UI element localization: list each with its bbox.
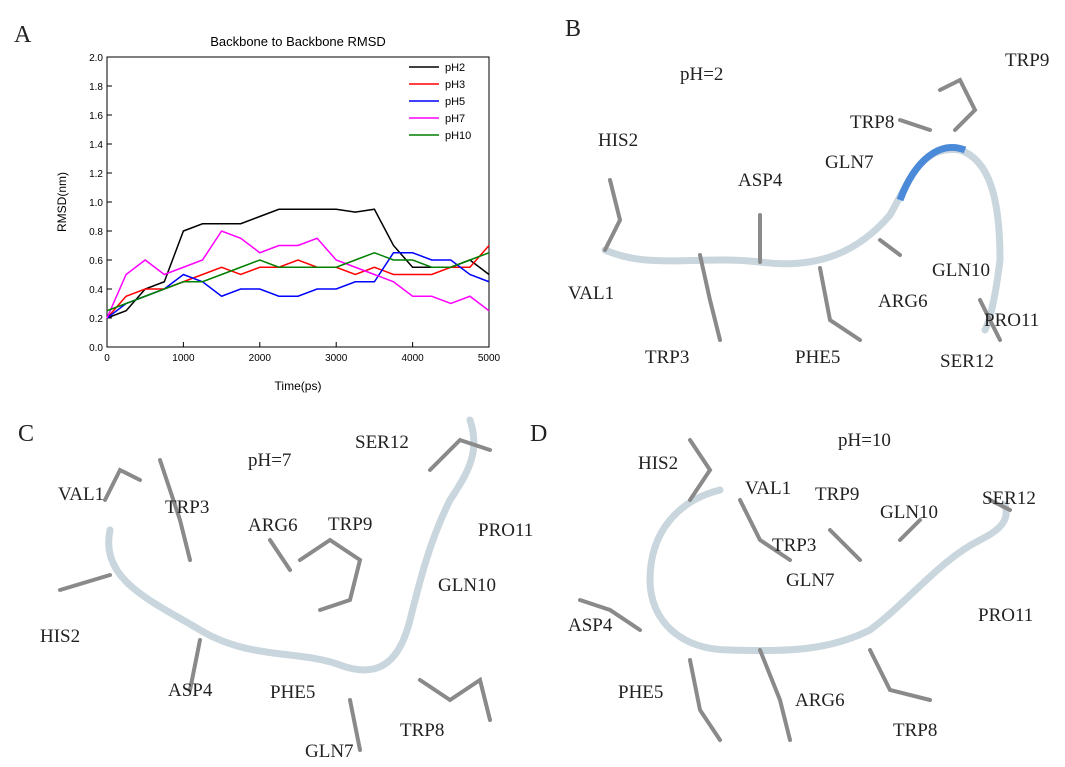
residue-label: HIS2 [40, 626, 80, 647]
residue-label: TRP8 [400, 720, 444, 741]
data-line [106, 252, 490, 319]
residue-label: GLN7 [786, 570, 835, 591]
y-tick-label: 0.4 [89, 285, 103, 296]
legend-label: pH10 [445, 130, 471, 142]
legend-label: pH3 [445, 79, 465, 91]
residue-label: VAL1 [58, 484, 104, 505]
y-tick-label: 2.0 [89, 53, 103, 64]
residue-label: TRP9 [1005, 50, 1049, 71]
residue-label: SER12 [982, 488, 1036, 509]
y-axis-label: RMSD(nm) [55, 172, 69, 232]
legend-label: pH7 [445, 113, 465, 125]
condition: pH=7 [248, 450, 291, 471]
residue-label: TRP8 [850, 112, 894, 133]
helix [896, 143, 967, 202]
panel-c: C pH=7 VAL1 TRP3 SER12 ARG6 TRP9 PRO11 G… [18, 416, 533, 762]
panel-label: C [18, 421, 34, 447]
residue-label: VAL1 [568, 283, 614, 304]
backbone-ribbon [601, 146, 1004, 334]
legend-label: pH2 [445, 62, 465, 74]
x-tick-label: 2000 [249, 353, 272, 364]
residue-label: ARG6 [248, 515, 298, 536]
residue-label: PRO11 [978, 605, 1033, 626]
data-line [106, 208, 490, 319]
residue-label: PRO11 [984, 310, 1039, 331]
y-tick-label: 0.8 [89, 227, 103, 238]
x-tick-label: 3000 [325, 353, 348, 364]
panel-d: D pH=10 HIS2 VAL1 TRP9 GLN10 SER12 TRP3 … [530, 421, 1036, 742]
condition: pH=10 [838, 430, 891, 451]
y-tick-label: 1.6 [89, 111, 103, 122]
x-tick-label: 5000 [478, 353, 501, 364]
side-chains [603, 77, 1002, 342]
residue-label: SER12 [940, 351, 994, 372]
y-tick-label: 1.8 [89, 82, 103, 93]
residue-label: GLN10 [880, 502, 938, 523]
condition: pH=2 [680, 64, 723, 85]
residue-label: TRP3 [772, 535, 816, 556]
y-tick-label: 0.6 [89, 256, 103, 267]
residue-label: PRO11 [478, 520, 533, 541]
residue-label: TRP9 [815, 484, 859, 505]
residue-label: PHE5 [270, 682, 315, 703]
residue-label: TRP3 [165, 497, 209, 518]
residue-label: GLN7 [825, 152, 874, 173]
x-tick-label: 4000 [401, 353, 424, 364]
legend-label: pH5 [445, 96, 465, 108]
residue-label: SER12 [355, 432, 409, 453]
residue-label: ASP4 [738, 170, 783, 191]
residue-label: TRP9 [328, 514, 372, 535]
residue-label: PHE5 [795, 347, 840, 368]
residue-label: ASP4 [568, 615, 613, 636]
y-tick-label: 1.4 [89, 140, 103, 151]
residue-label: HIS2 [638, 453, 678, 474]
residue-label: GLN10 [438, 575, 496, 596]
panel-label: B [565, 16, 581, 42]
chart-title: Backbone to Backbone RMSD [210, 34, 386, 49]
y-tick-label: 1.0 [89, 198, 103, 209]
panel-label: D [530, 421, 547, 447]
data-line [106, 251, 490, 312]
y-tick-label: 0.0 [89, 343, 103, 354]
residue-label: TRP3 [645, 347, 689, 368]
side-chains [58, 437, 492, 752]
residue-label: HIS2 [598, 130, 638, 151]
panel-label: A [14, 22, 32, 48]
x-tick-label: 0 [104, 353, 110, 364]
residue-label: TRP8 [893, 720, 937, 741]
backbone-ribbon [646, 486, 1010, 655]
residue-label: PHE5 [618, 682, 663, 703]
y-tick-label: 0.2 [89, 314, 103, 325]
x-tick-label: 1000 [172, 353, 195, 364]
backbone-ribbon [105, 416, 478, 674]
residue-label: GLN7 [305, 741, 354, 762]
panel-b: B pH=2 TRP9 TRP8 HIS2 ASP4 GLN7 VAL1 GLN… [565, 16, 1049, 372]
residue-label: VAL1 [745, 478, 791, 499]
residue-label: GLN10 [932, 260, 990, 281]
y-tick-label: 1.2 [89, 169, 103, 180]
x-axis-label: Time(ps) [275, 379, 322, 393]
residue-label: ARG6 [795, 690, 845, 711]
residue-label: ARG6 [878, 291, 928, 312]
residue-label: ASP4 [168, 680, 213, 701]
data-line [106, 230, 490, 319]
side-chains [578, 438, 1012, 742]
